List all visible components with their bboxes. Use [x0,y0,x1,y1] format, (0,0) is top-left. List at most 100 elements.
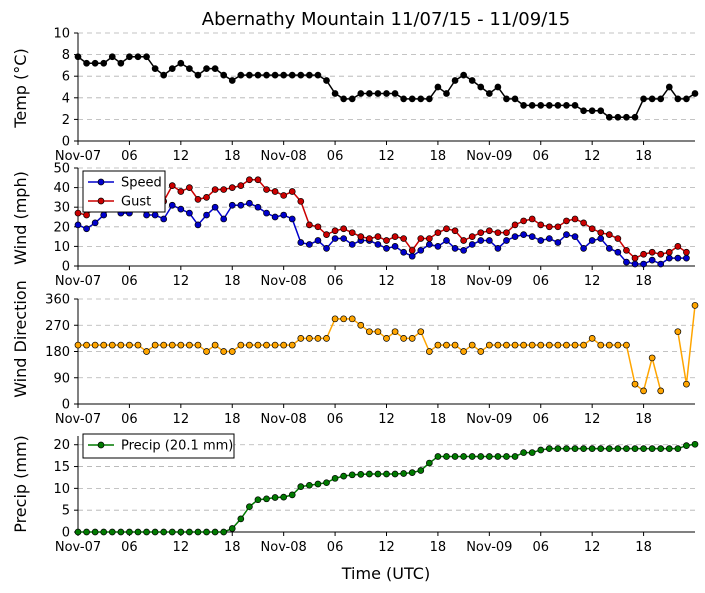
data-point [194,528,202,536]
data-point [331,227,339,235]
data-point [417,467,425,474]
data-point [648,95,656,103]
data-point [451,341,459,349]
data-point [468,233,476,240]
data-point [83,528,90,536]
legend-marker [97,441,105,449]
y-tick-label: 180 [45,345,70,360]
x-tick-label: Nov-09 [466,149,512,164]
data-point [228,525,236,532]
data-point [186,341,193,349]
data-point [648,256,656,264]
data-point [451,245,459,252]
data-point [425,235,433,242]
data-point [383,470,390,478]
panel-temp: 0 2 4 6 8 10 Nov-07 06 12 18 Nov-08 06 12 18 Nov-09 06 1… [11,27,699,164]
data-point [631,254,639,262]
x-tick-label: 06 [121,540,138,555]
data-point [665,445,673,453]
data-point [297,197,305,205]
data-point [665,83,673,91]
data-point [434,453,442,460]
data-point [246,503,253,511]
data-point [545,445,553,453]
series-precip [74,440,699,536]
x-tick-label: 12 [173,540,190,555]
data-point [340,315,348,323]
data-point [391,243,399,250]
data-point [83,225,90,233]
data-point [537,237,545,244]
y-tick-label: 4 [62,91,70,106]
data-point [220,348,228,355]
data-point [340,235,348,242]
y-axis-label: Wind (mph) [11,171,30,265]
data-point [400,470,407,477]
data-point [306,481,313,489]
data-point [451,227,459,235]
data-point [494,453,502,460]
data-point [374,328,382,336]
y-tick-label: 10 [53,482,70,497]
data-point [357,471,365,478]
data-point [194,196,202,203]
data-point [383,90,390,97]
data-point [597,445,605,453]
y-tick-label: 0 [62,526,70,541]
y-tick-label: 360 [45,293,70,308]
data-point [203,65,210,72]
data-point [168,182,176,189]
data-point [100,59,108,67]
data-point [220,215,228,223]
data-point [648,248,656,256]
x-tick-label: 18 [635,274,652,289]
data-point [468,77,476,84]
data-point [117,528,125,536]
legend: Speed Gust [82,170,166,213]
legend-box [82,170,166,213]
x-tick-label: 06 [327,274,344,289]
data-point [494,245,502,252]
data-point [117,341,125,349]
data-point [340,95,348,103]
data-point [143,348,150,355]
data-point [391,233,399,240]
data-point [168,65,176,72]
data-point [126,341,133,349]
x-tick-label: 12 [173,149,190,164]
series-temp [74,53,699,121]
legend-marker [97,178,105,186]
data-point [640,445,647,453]
data-point [366,328,373,336]
panel-wind: 0 10 20 30 40 50 Nov-07 06 12 18 Nov-08 06 12 18 Nov-0… [11,162,695,289]
x-tick-label: 06 [532,149,549,164]
data-point [520,102,527,109]
y-tick-label: 20 [53,220,70,235]
data-point [134,528,142,536]
data-point [83,59,90,67]
x-tick-label: 12 [584,412,601,427]
data-point [348,241,356,248]
data-point [288,341,296,349]
x-tick-label: 12 [378,540,395,555]
data-point [460,237,467,244]
series-direction [74,302,699,395]
y-tick-label: 0 [62,260,70,275]
data-point [168,341,176,349]
data-point [74,341,82,349]
data-point [554,223,562,231]
data-point [177,205,185,213]
data-point [357,321,365,329]
data-point [246,341,253,349]
data-point [631,380,639,388]
data-point [434,341,442,349]
data-point [691,440,699,448]
data-point [597,341,605,349]
data-point [151,341,159,349]
x-tick-label: 06 [532,540,549,555]
data-point [83,341,90,349]
data-point [605,245,613,252]
data-point [425,241,433,248]
data-point [520,217,527,225]
